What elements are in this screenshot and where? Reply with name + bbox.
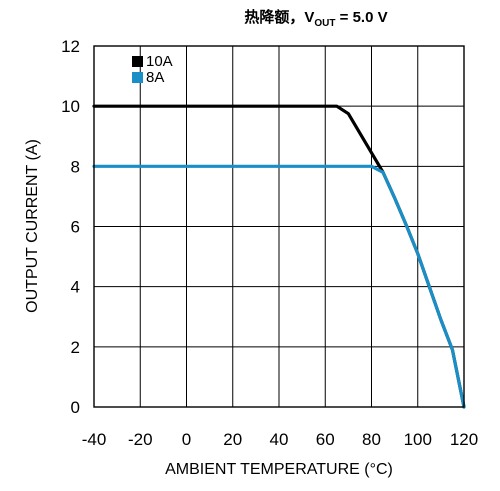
x-tick-labels: -40 -20 0 20 40 60 80 100 120 bbox=[82, 430, 478, 449]
legend: 10A 8A bbox=[132, 53, 173, 86]
x-tick-label: 0 bbox=[182, 430, 191, 449]
x-tick-label: -20 bbox=[128, 430, 153, 449]
x-tick-label: 100 bbox=[404, 430, 432, 449]
y-tick-label: 4 bbox=[71, 278, 80, 297]
x-tick-label: 80 bbox=[362, 430, 381, 449]
series-lines bbox=[92, 104, 466, 409]
y-tick-label: 10 bbox=[61, 97, 80, 116]
title-variable: V bbox=[304, 9, 314, 26]
chart-title: 热降额，VOUT = 5.0 V bbox=[244, 8, 387, 29]
plot-frame bbox=[93, 45, 465, 408]
title-subscript: OUT bbox=[314, 18, 335, 29]
y-tick-label: 8 bbox=[71, 157, 80, 176]
legend-swatch-10a bbox=[132, 56, 143, 67]
x-tick-label: -40 bbox=[82, 430, 107, 449]
x-tick-label: 120 bbox=[450, 430, 478, 449]
series-line-8a bbox=[92, 164, 466, 409]
x-axis-label: AMBIENT TEMPERATURE (°C) bbox=[165, 461, 393, 478]
legend-label-10a: 10A bbox=[146, 53, 173, 70]
legend-label-8a: 8A bbox=[146, 69, 164, 86]
x-tick-label: 60 bbox=[316, 430, 335, 449]
y-tick-labels: 0 2 4 6 8 10 12 bbox=[61, 37, 80, 417]
x-tick-label: 40 bbox=[270, 430, 289, 449]
y-axis-label: OUTPUT CURRENT (A) bbox=[24, 139, 41, 313]
title-prefix: 热降额， bbox=[244, 8, 304, 26]
y-tick-label: 0 bbox=[71, 398, 80, 417]
y-tick-label: 2 bbox=[71, 338, 80, 357]
y-tick-label: 6 bbox=[71, 218, 80, 237]
title-suffix: = 5.0 V bbox=[336, 9, 388, 26]
legend-swatch-8a bbox=[132, 72, 143, 83]
y-tick-label: 12 bbox=[61, 37, 80, 56]
x-tick-label: 20 bbox=[223, 430, 242, 449]
